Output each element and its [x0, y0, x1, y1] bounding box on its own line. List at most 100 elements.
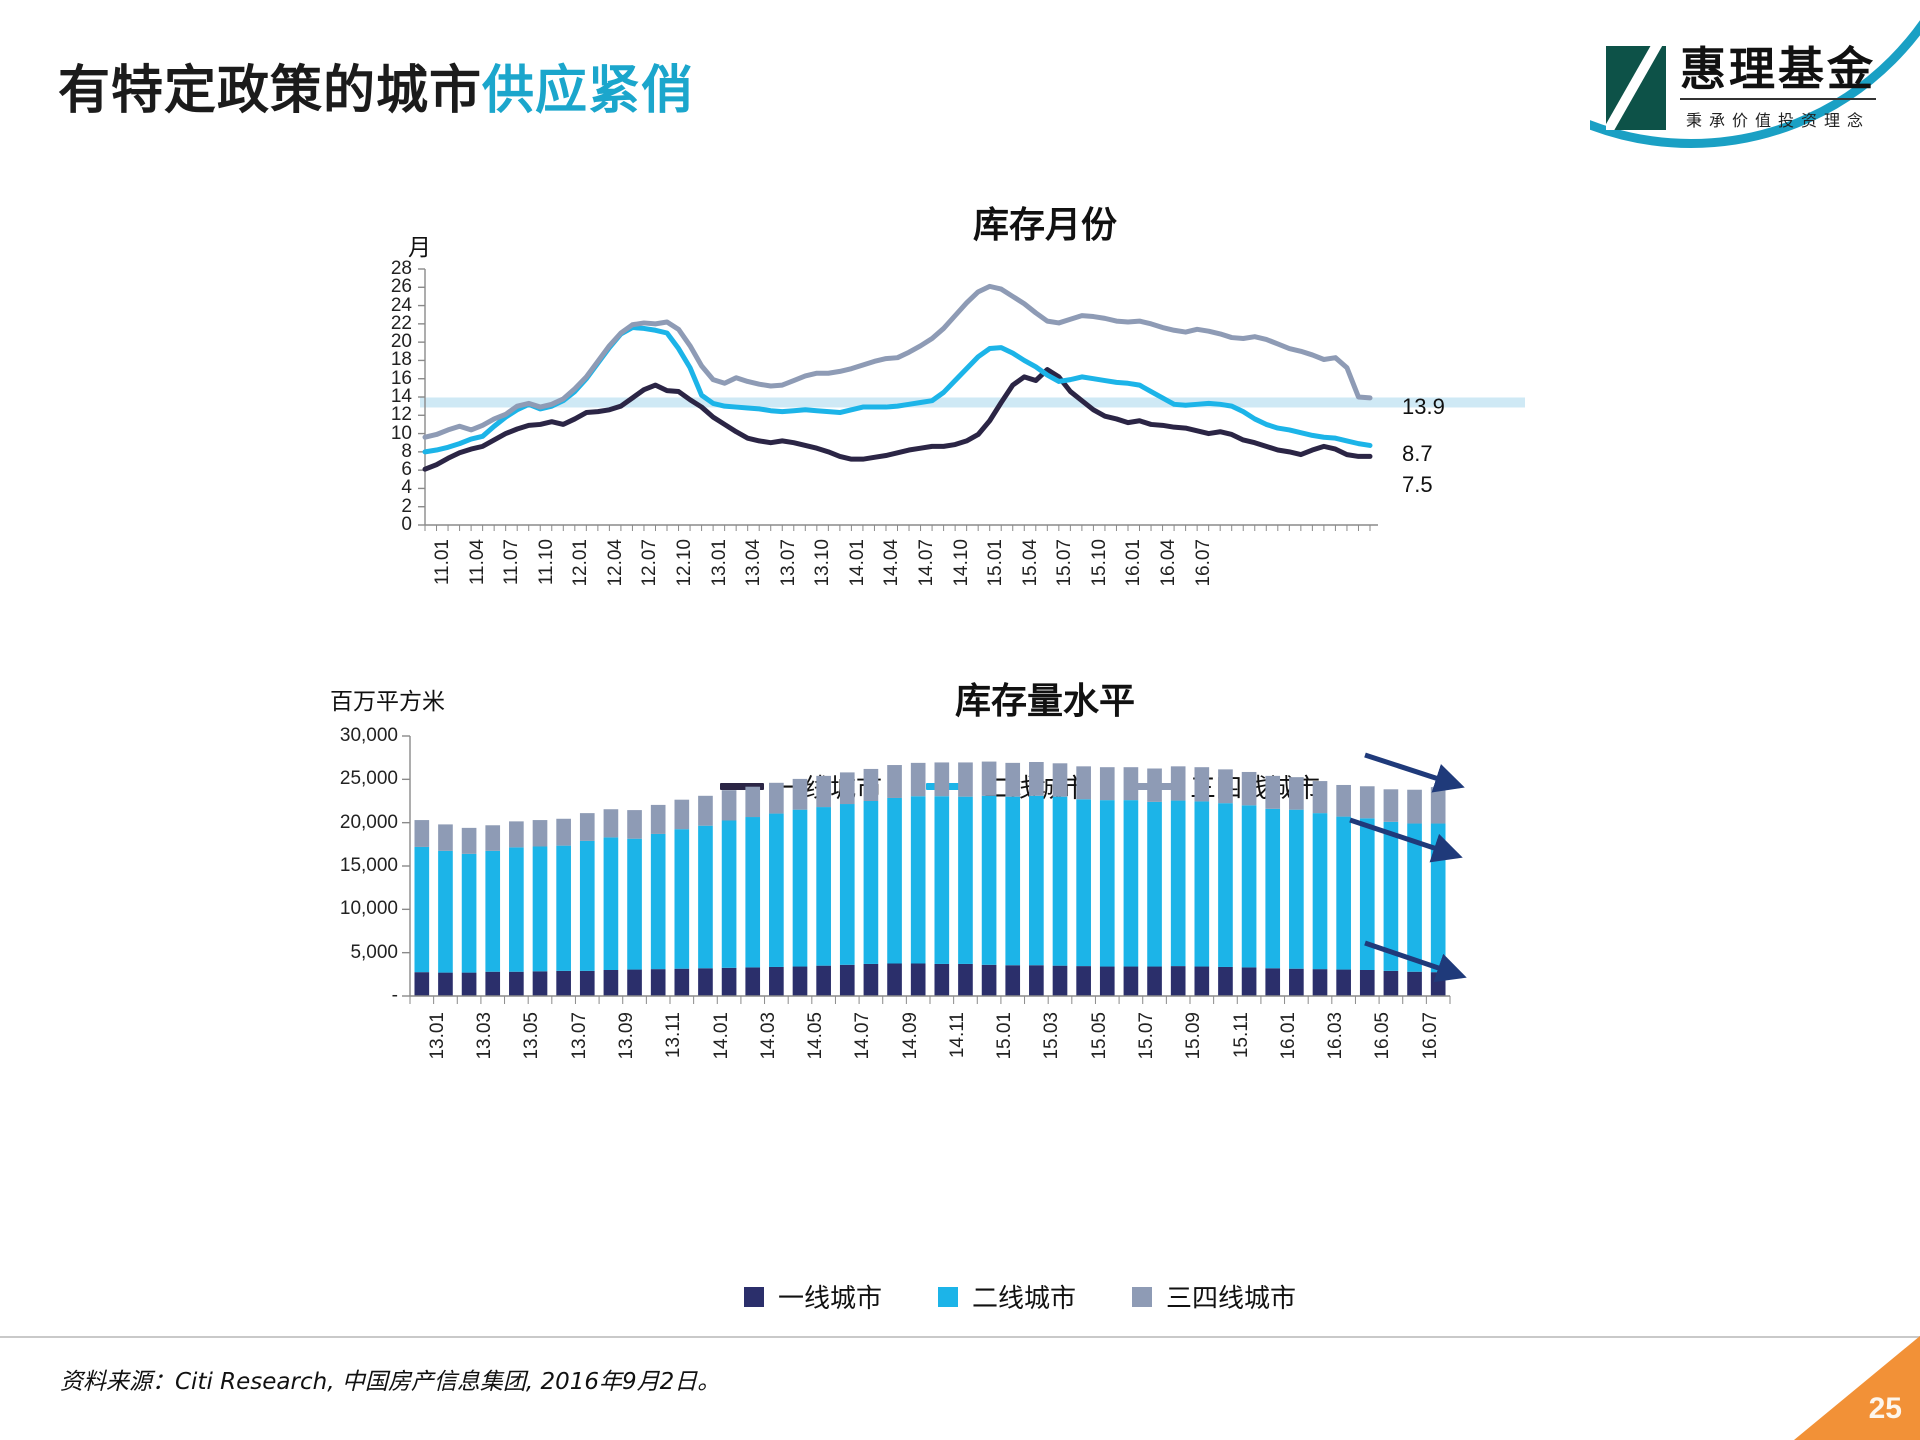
chart2-x-tick-labels: 13.01 13.03 13.05 13.07 13.09 13.11 14.01 14.03…	[310, 1006, 1570, 1126]
chart2-legend-item-tier1: 一线城市	[743, 1278, 882, 1315]
chart2-y-tick: 20,000	[339, 811, 398, 833]
chart2-y-tick: -	[391, 985, 398, 1006]
chart1-y-tick: 16	[390, 367, 412, 389]
chart2-inventory-level: - 5,000 10,000 15,000 20,000 25,000 30,000 13.…	[310, 725, 1570, 1130]
chart2-y-tick: 15,000	[339, 855, 398, 876]
chart1-x-tick: 11.01	[432, 539, 453, 586]
chart2-x-tick: 16.01	[1277, 1012, 1299, 1060]
chart1-x-tick: 11.10	[535, 539, 557, 586]
chart2-legend-swatch-tier1	[743, 1286, 764, 1307]
chart1-x-tick: 14.10	[950, 539, 972, 587]
chart1-y-tick: 0	[401, 514, 412, 535]
chart1-y-tick: 22	[390, 312, 412, 334]
chart1-y-tick: 18	[390, 349, 412, 371]
chart1-y-tick: 10	[390, 422, 412, 444]
chart1-x-tick: 15.04	[1019, 539, 1041, 587]
chart2-x-tick: 15.11	[1230, 1012, 1252, 1059]
chart2-legend-item-tier2: 二线城市	[937, 1278, 1076, 1315]
chart2-x-tick: 14.07	[852, 1012, 874, 1060]
logo-text-block: 惠理基金 秉承价值投资理念	[1680, 46, 1876, 131]
page-title-plain: 有特定政策的城市	[58, 60, 483, 121]
chart1-end-label: 13.9	[1402, 393, 1445, 419]
chart1-inventory-months: 0 2 4 6 8 10 12 14 16 18 20 22 24 26 28 11.01 11.04 11.0…	[370, 258, 1550, 665]
chart2-x-tick: 16.05	[1372, 1012, 1394, 1060]
chart1-y-tick: 26	[390, 276, 412, 298]
chart1-y-axis-unit: 月	[408, 235, 431, 261]
chart2-x-tick: 13.07	[568, 1012, 590, 1060]
chart1-end-label: 7.5	[1402, 472, 1433, 498]
chart1-x-tick: 13.04	[743, 539, 765, 587]
chart1-x-tick: 12.10	[674, 539, 695, 587]
chart2-legend-label-tier3: 三四线城市	[1166, 1284, 1297, 1314]
chart1-y-tick: 20	[390, 331, 412, 353]
chart2-x-tick: 14.05	[805, 1012, 827, 1060]
chart2-x-tick: 15.07	[1136, 1012, 1158, 1060]
chart2-x-tick: 13.03	[474, 1012, 496, 1060]
page-title: 有特定政策的城市供应紧俏	[58, 62, 694, 119]
chart1-x-tick: 15.01	[985, 539, 1007, 587]
chart2-x-tick: 15.01	[994, 1012, 1016, 1060]
chart1-x-tick: 16.01	[1123, 539, 1145, 587]
source-note: 资料来源：Citi Research, 中国房产信息集团, 2016年9月2日。	[60, 1369, 721, 1395]
chart1-x-tick: 12.04	[604, 539, 626, 587]
chart1-y-tick: 8	[401, 440, 412, 462]
chart1-y-tick: 6	[401, 459, 412, 481]
chart2-x-tick: 13.01	[426, 1012, 448, 1060]
chart1-x-tick: 11.04	[466, 539, 488, 586]
chart2-y-axis-unit: 百万平方米	[330, 689, 445, 715]
chart2-legend-swatch-tier3	[1132, 1286, 1152, 1307]
chart2-y-tick: 25,000	[339, 768, 398, 790]
chart2-x-tick: 14.11	[946, 1012, 968, 1059]
chart2-plot-area	[402, 735, 1467, 1004]
page-title-highlight: 供应紧俏	[482, 60, 695, 121]
chart1-x-tick: 13.10	[812, 539, 834, 587]
chart2-x-tick: 13.05	[521, 1012, 543, 1060]
chart1-x-tick: 15.10	[1088, 539, 1110, 587]
chart1-plot-area	[418, 268, 1525, 531]
chart2-x-tick: 16.07	[1419, 1012, 1441, 1060]
page-corner-triangle	[1794, 1336, 1920, 1440]
chart1-x-tick: 13.01	[708, 539, 730, 587]
chart2-legend-item-tier3: 三四线城市	[1132, 1278, 1296, 1315]
chart1-x-tick: 11.07	[501, 539, 523, 586]
chart1-y-tick: 12	[390, 404, 412, 426]
chart1-x-tick: 15.07	[1054, 539, 1076, 587]
chart2-y-tick: 10,000	[339, 898, 398, 920]
chart2-title: 库存量水平	[954, 680, 1135, 722]
chart2-x-tick: 15.05	[1088, 1012, 1110, 1060]
chart1-x-tick: 14.01	[846, 539, 868, 587]
logo-company-name: 惠理基金	[1680, 46, 1876, 100]
chart1-x-tick: 16.04	[1158, 539, 1180, 587]
chart1-y-tick: 4	[401, 477, 412, 499]
chart2-trend-arrow-3	[1364, 940, 1467, 983]
chart1-y-tick-labels: 0 2 4 6 8 10 12 14 16 18 20 22 24 26 28	[370, 258, 412, 535]
chart1-y-tick: 24	[390, 294, 412, 316]
chart2-trend-arrow-1	[1364, 752, 1465, 793]
chart1-x-tick: 12.01	[570, 539, 592, 587]
page-number: 25	[1868, 1392, 1902, 1425]
chart1-x-tick: 14.07	[916, 539, 938, 587]
chart2-x-tick: 14.09	[899, 1012, 921, 1060]
chart2-x-tick: 13.09	[616, 1012, 638, 1060]
chart2-x-tick: 16.03	[1325, 1012, 1347, 1060]
chart2-legend-label-tier2: 二线城市	[971, 1284, 1076, 1314]
chart2-legend: 一线城市 二线城市 三四线城市	[0, 1278, 1920, 1315]
logo-mark-icon	[1606, 46, 1666, 130]
footer-divider	[0, 1336, 1920, 1338]
chart2-y-tick-labels: - 5,000 10,000 15,000 20,000 25,000 30,000	[310, 725, 398, 1006]
chart1-x-tick: 14.04	[881, 539, 903, 587]
chart2-x-tick: 15.09	[1183, 1012, 1205, 1060]
chart1-title: 库存月份	[972, 204, 1117, 246]
chart1-x-tick: 13.07	[777, 539, 799, 587]
chart2-legend-swatch-tier2	[937, 1286, 958, 1307]
chart1-x-tick: 12.07	[639, 539, 661, 587]
chart1-x-tick-labels: 11.01 11.04 11.07 11.10 12.01 12.04 12.07 12.10…	[370, 535, 1550, 655]
chart2-legend-label-tier1: 一线城市	[777, 1284, 882, 1314]
chart1-x-tick: 16.07	[1192, 539, 1214, 587]
page-number-corner: 25	[1794, 1336, 1920, 1440]
chart1-end-value-labels: 13.9 8.7 7.5	[370, 265, 1550, 530]
chart1-y-tick: 14	[390, 386, 412, 407]
chart2-y-tick: 30,000	[339, 725, 398, 746]
chart2-x-tick: 13.11	[663, 1012, 685, 1059]
chart2-x-tick: 14.01	[710, 1012, 732, 1060]
